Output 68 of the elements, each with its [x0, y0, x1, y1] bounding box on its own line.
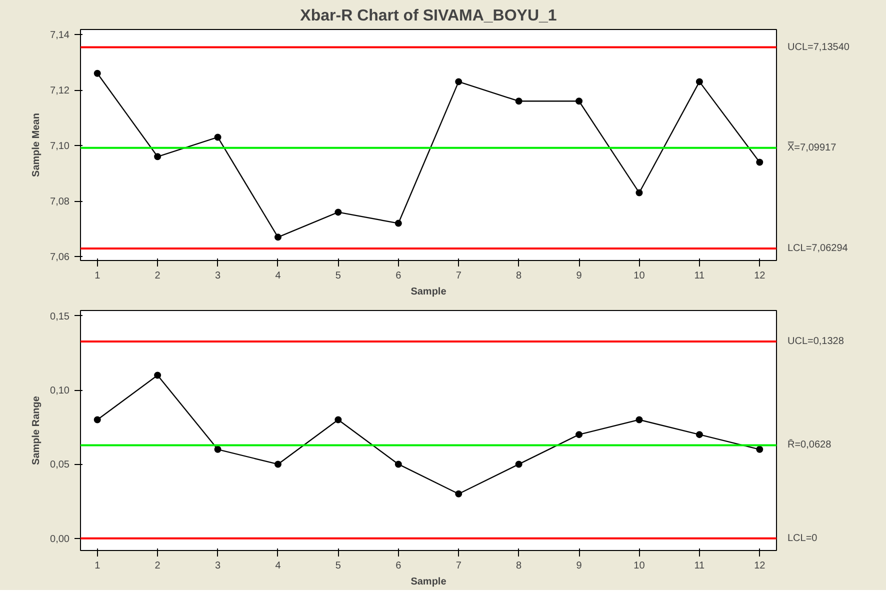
y-tick-label: 0,15 [50, 311, 70, 322]
point [696, 78, 703, 86]
y-tick-label: 7,06 [50, 252, 70, 264]
x-axis-title: Sample [410, 286, 447, 298]
x-tick-label: 12 [754, 560, 766, 572]
x-tick-label: 7 [456, 560, 462, 572]
x-tick-label: 11 [694, 270, 706, 282]
point [94, 416, 101, 424]
y-tick-label: 7,08 [50, 196, 70, 208]
ref-line-label: X̿=7,09917 [788, 141, 837, 154]
x-tick-label: 4 [275, 560, 282, 572]
x-tick-label: 12 [754, 270, 766, 282]
x-tick-label: 9 [576, 560, 582, 572]
point [214, 446, 222, 453]
point [576, 431, 583, 438]
point [94, 70, 101, 77]
y-axis-title: Sample Range [31, 396, 42, 465]
x-tick-label: 1 [94, 560, 101, 572]
point [154, 372, 162, 379]
point [214, 134, 222, 141]
x-tick-label: 2 [154, 270, 161, 282]
x-tick-label: 8 [516, 560, 522, 572]
y-tick-label: 7,14 [50, 30, 70, 41]
x-tick-label: 3 [214, 270, 221, 282]
x-axis-title: Sample [410, 576, 447, 588]
point [334, 208, 342, 216]
ref-line-label: R̄=0,0628 [788, 439, 832, 451]
x-tick-label: 10 [634, 560, 646, 572]
x-tick-label: 3 [214, 560, 221, 572]
x-tick-label: 5 [335, 560, 342, 572]
x-tick-label: 7 [456, 270, 462, 282]
point [455, 490, 462, 498]
y-tick-label: 0,00 [50, 534, 70, 545]
x-tick-label: 10 [634, 270, 646, 282]
point [274, 234, 282, 241]
point [274, 460, 282, 468]
point [636, 416, 643, 424]
point [756, 158, 764, 166]
ref-line-label: UCL=7,13540 [788, 42, 850, 53]
point [515, 460, 522, 468]
y-tick-label: 0,05 [50, 460, 70, 471]
point [394, 220, 402, 227]
ref-line-label: LCL=7,06294 [788, 242, 848, 254]
point [394, 460, 402, 468]
y-tick-label: 0,10 [50, 386, 70, 397]
x-tick-label: 9 [576, 270, 582, 282]
point [455, 78, 462, 86]
y-tick-label: 7,10 [50, 141, 70, 152]
chart-title: Xbar-R Chart of SIVAMA_BOYU_1 [300, 8, 557, 24]
point [515, 98, 522, 105]
x-tick-label: 1 [94, 270, 101, 282]
x-tick-label: 6 [396, 270, 402, 282]
point [154, 153, 162, 160]
point [576, 98, 583, 105]
y-axis-title: Sample Mean [31, 113, 42, 177]
x-tick-label: 11 [694, 560, 706, 572]
x-tick-label: 4 [275, 270, 282, 282]
x-tick-label: 5 [335, 270, 342, 282]
x-tick-label: 2 [154, 560, 161, 572]
x-tick-label: 6 [396, 560, 402, 572]
y-tick-label: 7,12 [50, 86, 70, 97]
ref-line-label: LCL=0 [788, 532, 818, 544]
x-tick-label: 8 [516, 270, 522, 282]
point [334, 416, 342, 424]
ref-line-label: UCL=0,1328 [788, 336, 844, 347]
point [696, 431, 703, 438]
point [636, 189, 643, 196]
point [756, 446, 764, 453]
